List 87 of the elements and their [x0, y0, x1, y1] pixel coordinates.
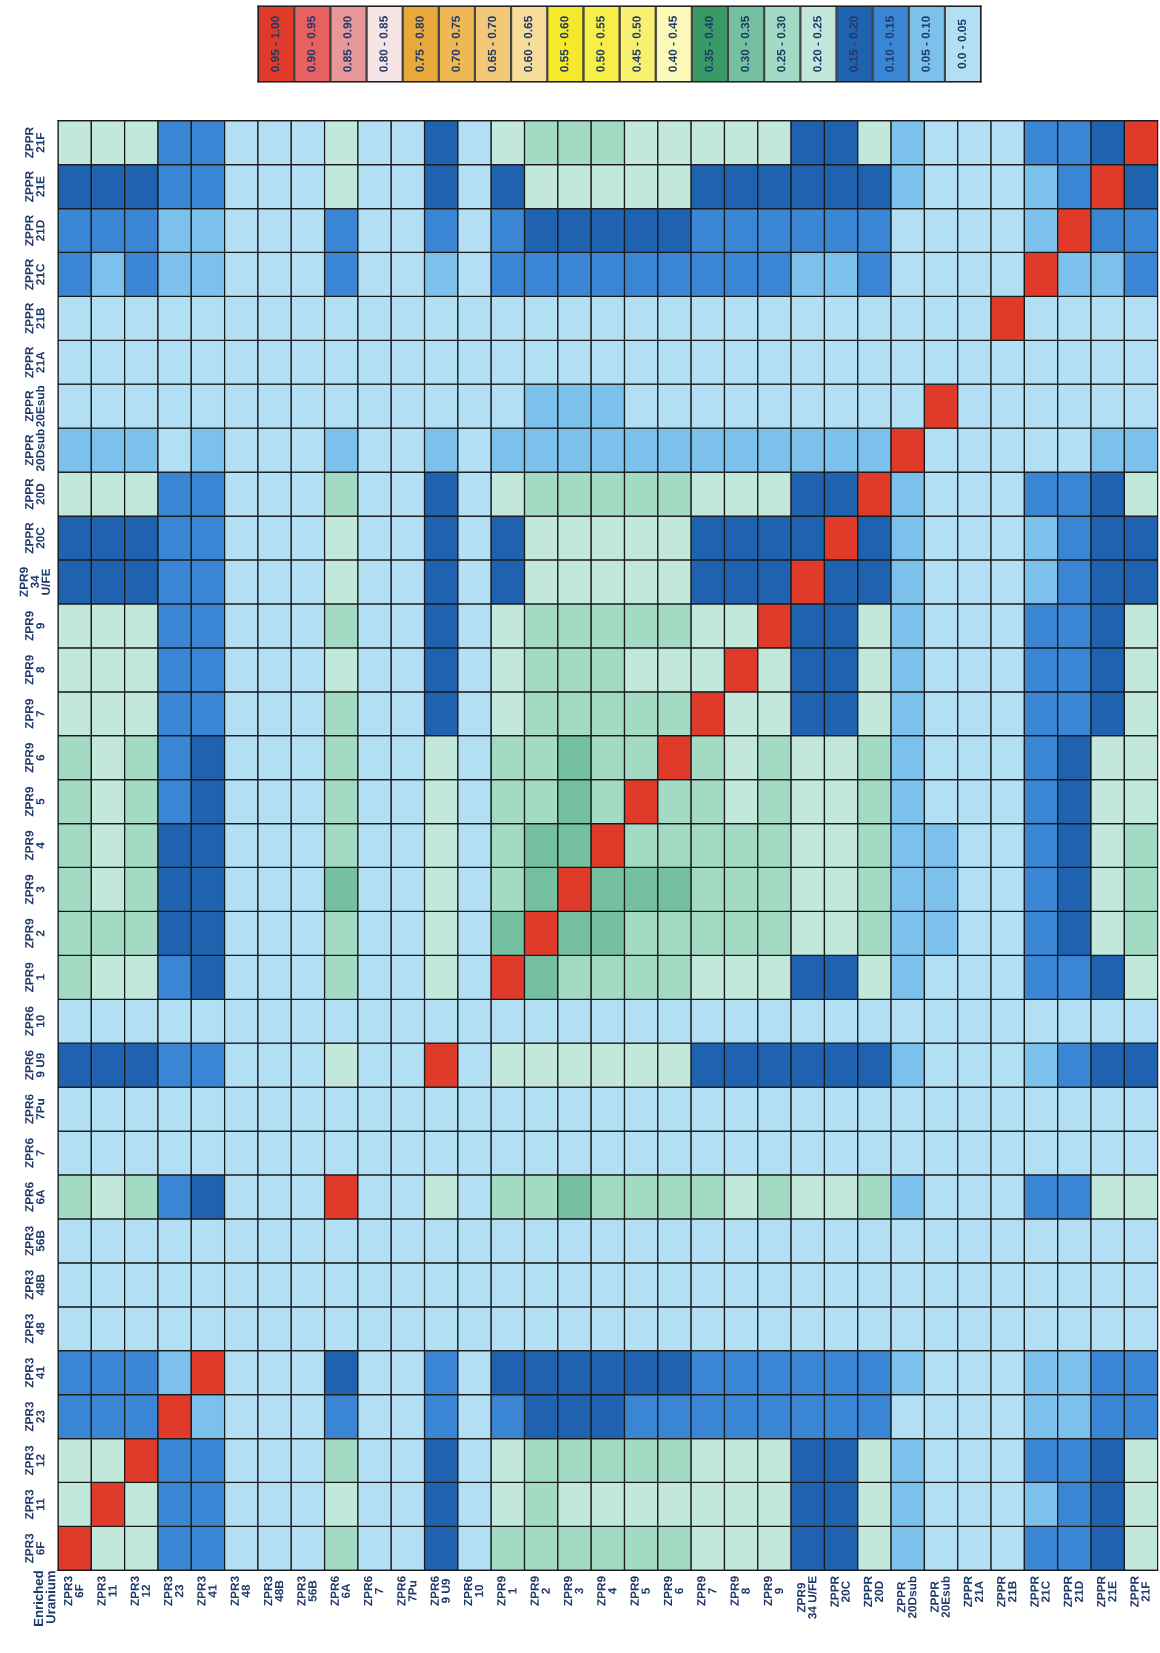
x-tick-label: ZPPR 21B: [997, 1576, 1017, 1608]
y-tick-label: ZPPR 21D: [25, 214, 45, 246]
y-tick-label: ZPR9 6: [25, 743, 45, 773]
y-tick-label: ZPR6 9 U9: [25, 1050, 45, 1080]
x-tick-label: ZPR3 56B: [297, 1576, 317, 1606]
y-tick-label: ZPR9 1: [25, 962, 45, 993]
y-tick-label: ZPPR 20D: [25, 478, 45, 510]
y-tick-label: ZPR3 23: [25, 1401, 45, 1432]
x-tick-label: ZPR3 48B: [263, 1576, 284, 1606]
color-bar-label: 0.50 - 0.55: [596, 16, 605, 72]
y-tick-label: ZPR9 9: [25, 611, 45, 641]
x-tick-label: ZPR9 5: [630, 1576, 650, 1606]
y-tick-label: ZPR3 11: [25, 1489, 45, 1520]
color-bar-label: 0.80 - 0.85: [379, 16, 388, 72]
x-tick-label: ZPR6 7: [363, 1576, 384, 1606]
x-tick-label: ZPR9 7: [697, 1576, 717, 1606]
x-tick-label: ZPR6 9 U9: [430, 1576, 450, 1606]
color-bar-label: 0.95 - 1.00: [270, 16, 280, 72]
x-tick-label: ZPR9 2: [530, 1576, 550, 1606]
y-tick-label: ZPR3 41: [25, 1358, 45, 1388]
x-tick-label: ZPR6 6A: [330, 1576, 350, 1606]
color-bar-label: 0.15 - 0.20: [849, 16, 858, 72]
x-tick-label: ZPPR 21A: [963, 1576, 983, 1608]
x-tick-label: ZPR3 12: [130, 1576, 150, 1606]
y-tick-label: ZPPR 21F: [25, 127, 45, 159]
x-tick-label: ZPR3 11: [97, 1576, 117, 1606]
color-bar-label: 0.60 - 0.65: [523, 16, 533, 72]
x-tick-label: ZPPR 20Dsub: [897, 1576, 917, 1619]
x-tick-label: ZPPR 20C: [830, 1576, 850, 1608]
text: Enriched Uranium: [33, 1571, 56, 1626]
x-tick-label: ZPPR 21C: [1030, 1576, 1050, 1608]
color-bar-label: 0.40 - 0.45: [668, 16, 677, 72]
x-tick-label: ZPR9 1: [497, 1576, 517, 1606]
x-tick-label: ZPR9 9: [763, 1576, 784, 1606]
x-tick-label: ZPR3 6F: [63, 1576, 84, 1606]
x-tick-label: ZPPR 21E: [1097, 1576, 1117, 1608]
y-tick-label: ZPPR 20Dsub: [25, 429, 45, 472]
color-bar-label: 0.55 - 0.60: [560, 16, 569, 72]
y-tick-label: ZPR6 6A: [25, 1182, 45, 1212]
x-tick-label: ZPR9 6: [663, 1576, 684, 1606]
y-tick-label: ZPPR 20Esub: [25, 385, 45, 427]
x-tick-label: ZPPR 21F: [1130, 1576, 1150, 1608]
y-tick-label: ZPR9 4: [25, 830, 45, 861]
y-tick-label: ZPPR 21A: [25, 346, 45, 378]
color-bar-label: 0.85 - 0.90: [343, 16, 352, 72]
color-bar-label: 0.70 - 0.75: [451, 16, 460, 72]
x-tick-label: ZPR6 7Pu: [397, 1576, 417, 1606]
x-tick-label: ZPPR 20Esub: [930, 1576, 950, 1618]
x-tick-label: ZPR9 4: [597, 1576, 617, 1606]
x-tick-label: ZPR6 10: [463, 1576, 484, 1606]
y-tick-label: ZPR9 34 U/FE: [19, 567, 51, 597]
color-bar-label: 0.05 - 0.10: [921, 16, 930, 72]
x-tick-label: ZPR9 34 U/FE: [797, 1576, 817, 1619]
color-bar-label: 0.0 - 0.05: [957, 19, 967, 69]
y-tick-label: ZPR6 7: [25, 1138, 45, 1168]
color-bar-label: 0.35 - 0.40: [704, 16, 714, 72]
y-tick-label: ZPR3 48: [25, 1314, 45, 1344]
x-tick-label: ZPR3 41: [197, 1576, 217, 1606]
x-tick-label: ZPR3 48: [230, 1576, 250, 1606]
x-tick-label: ZPPR 20D: [863, 1576, 884, 1608]
y-tick-label: ZPR3 6F: [25, 1533, 45, 1564]
y-tick-label: ZPPR 21B: [25, 302, 45, 334]
y-tick-label: ZPR3 12: [25, 1445, 45, 1476]
y-tick-label: ZPPR 21E: [25, 171, 45, 202]
y-tick-label: ZPR9 5: [25, 786, 45, 817]
y-tick-label: ZPPR 21C: [25, 258, 45, 290]
x-tick-label: ZPR3 23: [163, 1576, 184, 1606]
color-bar-label: 0.20 - 0.25: [813, 16, 822, 72]
x-tick-label: ZPR9 8: [730, 1576, 750, 1606]
color-bar-label: 0.90 - 0.95: [307, 16, 316, 72]
y-tick-label: ZPR9 3: [25, 874, 45, 905]
color-bar-label: 0.45 - 0.50: [632, 16, 641, 72]
x-tick-label: ZPR9 3: [563, 1576, 584, 1606]
color-bar-label: 0.25 - 0.30: [776, 16, 786, 72]
color-bar-label: 0.75 - 0.80: [415, 16, 424, 72]
color-bar-label: 0.10 - 0.15: [885, 16, 894, 72]
color-bar-label: 0.65 - 0.70: [487, 16, 497, 72]
y-tick-label: ZPR9 2: [25, 918, 45, 949]
y-tick-label: ZPR6 10: [25, 1006, 45, 1036]
y-tick-label: ZPR9 7: [25, 699, 45, 729]
y-tick-label: ZPR9 8: [25, 655, 45, 685]
y-tick-label: ZPR6 7Pu: [25, 1094, 45, 1124]
x-tick-label: ZPPR 21D: [1063, 1576, 1083, 1608]
y-tick-label: ZPR3 48B: [25, 1270, 45, 1300]
y-tick-label: ZPR3 56B: [25, 1226, 45, 1256]
color-bar-label: 0.30 - 0.35: [740, 16, 750, 72]
y-tick-label: ZPPR 20C: [25, 522, 45, 554]
